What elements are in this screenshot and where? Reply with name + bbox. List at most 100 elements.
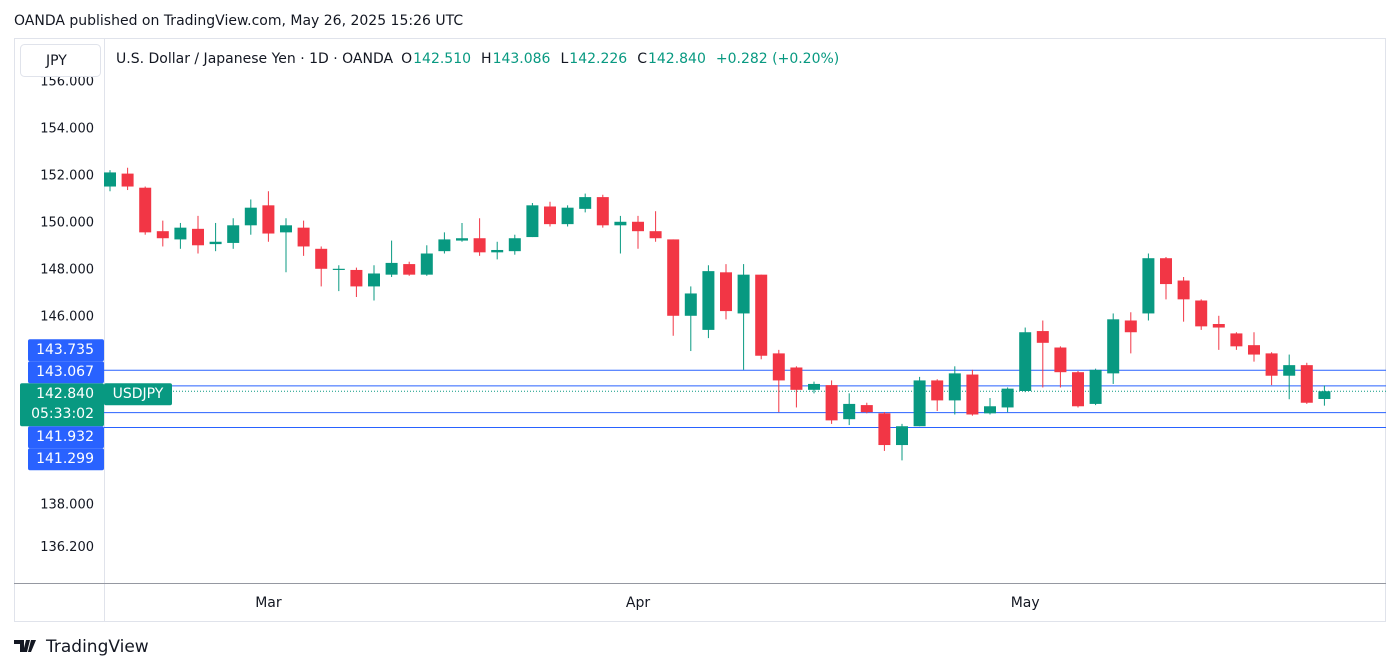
candle-body (1212, 324, 1225, 328)
candle-body (1107, 319, 1120, 374)
price-line-box (28, 361, 104, 384)
candle-body (1054, 347, 1067, 373)
candles (104, 167, 1331, 461)
candle-body (403, 264, 416, 275)
candle-body (1036, 331, 1049, 343)
y-tick-label: 156.000 (40, 74, 94, 89)
candle-body (1283, 365, 1296, 376)
candle-body (614, 221, 627, 226)
x-tick-label: Apr (626, 595, 650, 611)
candle-body (860, 405, 873, 413)
currency: JPY (45, 53, 67, 69)
candle-body (491, 249, 504, 253)
candle-body (438, 239, 451, 252)
symbol-title: U.S. Dollar / Japanese Yen · 1D · OANDA (116, 51, 394, 67)
price-line-label: 141.932 (36, 429, 94, 445)
price-line-box (28, 426, 104, 449)
y-tick-label: 138.000 (40, 497, 94, 512)
price-line-label: 143.735 (36, 342, 94, 358)
ohlc-value: 142.226 (569, 51, 627, 67)
candle-body (596, 197, 609, 226)
price-lines (104, 369, 1386, 428)
candle-body (1300, 365, 1313, 403)
y-tick-label: 154.000 (40, 121, 94, 136)
candle-body (561, 207, 574, 225)
x-ticks: Mar Apr May (255, 595, 1039, 611)
candle-body (104, 172, 116, 187)
ohlc-value: 142.840 (648, 51, 706, 67)
candle-body (1248, 345, 1260, 355)
candle-body (1195, 300, 1208, 327)
last-price-label: 142.840 (36, 386, 94, 402)
candle-body (508, 238, 521, 252)
ohlc-letter: H (481, 51, 492, 67)
logo-text: TradingView (45, 637, 149, 657)
candle-body (878, 413, 891, 446)
candle-body (772, 353, 785, 381)
candle-body (262, 205, 275, 234)
x-tick-label: May (1011, 595, 1040, 611)
symbol-label: USDJPY (113, 386, 164, 402)
x-tick-label: Mar (255, 595, 282, 611)
price-line-label: 143.067 (36, 364, 94, 380)
price-line-box (28, 339, 104, 362)
candle-body (350, 269, 363, 287)
candle-body (368, 273, 380, 287)
symbol-box (104, 383, 172, 406)
candle-body (1001, 388, 1014, 408)
price-line-label: 141.299 (36, 451, 94, 467)
ohlc-value: 142.510 (413, 51, 471, 67)
candle-body (1230, 333, 1243, 347)
candle-body (984, 406, 996, 414)
y-tick-label: 146.000 (40, 309, 94, 324)
candle-body (737, 274, 750, 314)
candle-body (209, 241, 222, 245)
logo (14, 640, 36, 652)
countdown: 05:33:02 (31, 406, 94, 422)
candle-body (192, 228, 204, 246)
candle-body (1124, 320, 1137, 333)
candle-body (808, 383, 820, 390)
candle-body (790, 367, 803, 390)
price-line-box (28, 448, 104, 471)
candle-body (1089, 369, 1102, 404)
candle-body (456, 238, 468, 241)
candle-body (227, 225, 240, 243)
candle-body (139, 187, 152, 233)
last-price-box (20, 383, 104, 427)
candle-body (843, 403, 856, 420)
candle-body (1160, 258, 1172, 285)
ohlc-value: 143.086 (493, 51, 551, 67)
candle-body (526, 205, 539, 238)
candle-body (667, 239, 680, 316)
candle-body (297, 227, 310, 247)
candle-body (755, 274, 768, 356)
candle-body (544, 206, 556, 225)
candle-body (1265, 353, 1278, 376)
candle-body (913, 380, 926, 427)
candle-body (579, 197, 592, 209)
candle-body (948, 373, 961, 401)
candle-body (1019, 332, 1032, 391)
candle-body (966, 374, 979, 415)
currency-box[interactable] (20, 44, 101, 77)
y-tick-label: 150.000 (40, 215, 94, 230)
candle-body (1177, 280, 1190, 300)
logo-mark (14, 640, 36, 652)
candle-body (280, 225, 292, 233)
candle-body (649, 231, 662, 239)
candle-body (1318, 391, 1331, 399)
y-tick-label: 136.200 (40, 540, 94, 555)
candle-body (1072, 372, 1084, 407)
candle-body (315, 248, 328, 269)
candle-body (385, 262, 398, 275)
candle-body (702, 271, 715, 330)
ohlc-letter: O (401, 51, 412, 67)
y-tick-label: 152.000 (40, 168, 94, 183)
y-ticks: 156.000 154.000 152.000 150.000 148.000 146.0… (40, 74, 94, 554)
price-labels: 142.840 05:33:02 USDJPY 143.067 143.735 141.9… (20, 339, 172, 471)
candle-body (896, 426, 908, 446)
y-tick-label: 148.000 (40, 262, 94, 277)
candle-body (156, 231, 169, 239)
